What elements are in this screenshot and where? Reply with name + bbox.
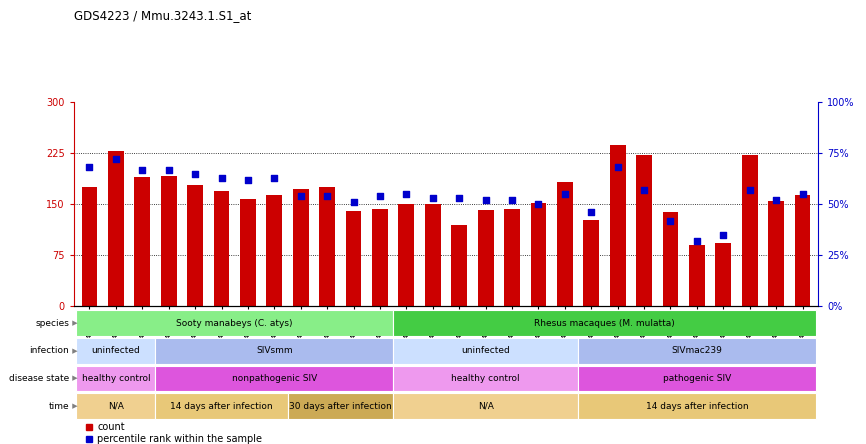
Text: time: time xyxy=(48,402,69,411)
Point xyxy=(162,166,176,173)
Text: pathogenic SIV: pathogenic SIV xyxy=(662,374,731,383)
Point xyxy=(585,209,598,216)
Bar xyxy=(504,209,520,306)
Point xyxy=(716,231,730,238)
Bar xyxy=(451,225,467,306)
Point xyxy=(426,194,440,202)
Point xyxy=(452,194,466,202)
Text: N/A: N/A xyxy=(108,402,124,411)
Text: count: count xyxy=(97,422,125,432)
Bar xyxy=(214,190,229,306)
Bar xyxy=(578,393,816,419)
Point xyxy=(82,164,96,171)
Text: ▶: ▶ xyxy=(70,376,78,381)
Bar xyxy=(795,195,811,306)
Bar xyxy=(637,155,652,306)
Point xyxy=(769,197,783,204)
Bar xyxy=(372,209,388,306)
Bar xyxy=(715,243,731,306)
Bar xyxy=(578,338,816,364)
Bar xyxy=(578,366,816,391)
Bar xyxy=(156,338,393,364)
Bar xyxy=(76,393,156,419)
Point xyxy=(399,190,413,198)
Text: disease state: disease state xyxy=(9,374,69,383)
Bar xyxy=(662,212,678,306)
Bar xyxy=(393,310,816,336)
Text: 30 days after infection: 30 days after infection xyxy=(289,402,391,411)
Text: ▶: ▶ xyxy=(70,320,78,326)
Point xyxy=(637,186,651,194)
Point xyxy=(320,193,334,200)
Bar xyxy=(76,338,156,364)
Text: Sooty manabeys (C. atys): Sooty manabeys (C. atys) xyxy=(177,318,293,328)
Text: species: species xyxy=(36,318,69,328)
Text: nonpathogenic SIV: nonpathogenic SIV xyxy=(232,374,317,383)
Point xyxy=(611,164,624,171)
Point xyxy=(294,193,307,200)
Text: Rhesus macaques (M. mulatta): Rhesus macaques (M. mulatta) xyxy=(534,318,675,328)
Point xyxy=(268,174,281,181)
Bar xyxy=(156,393,288,419)
Bar xyxy=(346,211,361,306)
Point xyxy=(743,186,757,194)
Point xyxy=(505,197,519,204)
Bar xyxy=(293,189,308,306)
Bar xyxy=(393,393,578,419)
Bar xyxy=(156,366,393,391)
Text: SIVsmm: SIVsmm xyxy=(256,346,293,355)
Bar xyxy=(478,210,494,306)
Bar xyxy=(393,338,578,364)
Text: healthy control: healthy control xyxy=(451,374,520,383)
Bar xyxy=(81,187,97,306)
Bar xyxy=(531,203,546,306)
Point xyxy=(346,198,360,206)
Text: SIVmac239: SIVmac239 xyxy=(671,346,722,355)
Bar xyxy=(76,310,393,336)
Bar xyxy=(584,220,599,306)
Bar xyxy=(557,182,572,306)
Bar xyxy=(288,393,393,419)
Bar xyxy=(161,176,177,306)
Bar xyxy=(398,204,414,306)
Bar xyxy=(768,201,784,306)
Point xyxy=(663,217,677,224)
Bar xyxy=(320,187,335,306)
Bar xyxy=(240,199,255,306)
Bar xyxy=(425,204,441,306)
Text: percentile rank within the sample: percentile rank within the sample xyxy=(97,434,262,444)
Text: infection: infection xyxy=(29,346,69,355)
Point xyxy=(109,156,123,163)
Point xyxy=(479,197,493,204)
Text: ▶: ▶ xyxy=(70,348,78,354)
Point xyxy=(796,190,810,198)
Bar xyxy=(187,185,203,306)
Text: uninfected: uninfected xyxy=(92,346,140,355)
Text: N/A: N/A xyxy=(478,402,494,411)
Bar xyxy=(393,366,578,391)
Point xyxy=(135,166,149,173)
Point xyxy=(373,193,387,200)
Text: GDS4223 / Mmu.3243.1.S1_at: GDS4223 / Mmu.3243.1.S1_at xyxy=(74,9,251,22)
Text: 14 days after infection: 14 days after infection xyxy=(645,402,748,411)
Bar xyxy=(689,245,705,306)
Bar xyxy=(610,145,625,306)
Point xyxy=(188,170,202,177)
Point xyxy=(241,176,255,183)
Text: 14 days after infection: 14 days after infection xyxy=(171,402,273,411)
Bar xyxy=(742,155,758,306)
Bar xyxy=(267,195,282,306)
Point xyxy=(532,201,546,208)
Point xyxy=(690,238,704,245)
Bar xyxy=(108,151,124,306)
Text: ▶: ▶ xyxy=(70,403,78,409)
Text: healthy control: healthy control xyxy=(81,374,150,383)
Point xyxy=(215,174,229,181)
Bar xyxy=(76,366,156,391)
Bar xyxy=(134,177,150,306)
Point xyxy=(558,190,572,198)
Text: uninfected: uninfected xyxy=(462,346,510,355)
